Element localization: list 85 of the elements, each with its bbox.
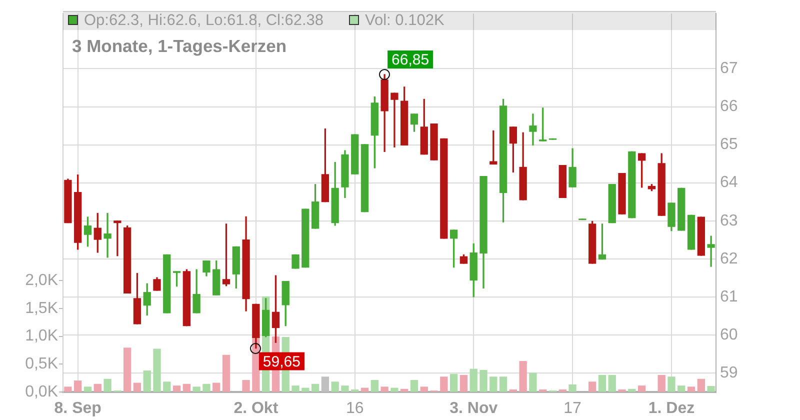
y2-tick-label: 2,0K [25,272,58,289]
y-tick-label: 65 [720,136,738,154]
bar [529,372,537,392]
x-tick-label: 8. Sep [54,400,102,418]
bar [697,378,705,392]
bar [133,382,142,392]
bar [490,376,498,392]
bar [638,386,646,392]
y-tick-label: 60 [720,326,738,344]
candlestick [390,92,398,148]
bar [222,354,230,392]
y-tick-label: 61 [720,288,738,306]
bar [212,382,220,392]
bar [321,376,330,392]
bar [499,376,508,392]
y-tick-label: 66 [720,98,738,116]
bar [480,370,488,392]
bar [84,386,92,392]
bar [360,388,369,392]
x-tick-label: 1. Dez [648,400,695,418]
y-tick-label: 59 [720,364,738,382]
bar [668,376,676,392]
bar [302,388,310,392]
y2-tick-label: 0,5K [25,356,58,373]
bar [143,370,151,392]
annotation: Op:62.3, Hi:62.6, Lo:61.8, Cl:62.38 [84,12,324,29]
bar [64,386,72,392]
bar [172,386,181,392]
bar [568,384,576,392]
bar [420,386,428,392]
bar [311,384,320,392]
bar [440,376,448,392]
y-tick-label: 64 [720,174,738,192]
y2-tick-label: 1,5K [25,300,58,317]
x-tick-label: 17 [564,400,582,418]
bar [598,374,606,392]
bar [153,348,161,392]
x-tick-label: 3. Nov [450,400,498,418]
y-tick-label: 67 [720,60,738,78]
bar [242,380,250,392]
bar [558,389,566,392]
bar [163,382,171,392]
candlestick [707,236,715,267]
y2-tick-label: 0,0K [25,383,58,400]
bar [341,386,349,392]
bar [202,384,210,392]
bar [450,374,458,392]
bar [678,386,686,392]
bar [519,361,527,392]
y-tick-label: 63 [720,212,738,230]
bar [192,386,200,392]
bar [74,380,82,392]
bar [410,380,418,392]
annotation: 66,85 [392,52,430,69]
x-tick-label: 2. Okt [234,400,279,418]
bar [509,389,518,392]
bar [687,386,696,392]
bar [351,389,359,392]
bar [618,389,626,392]
bar [331,382,339,392]
annotation: 59,65 [262,353,300,370]
bar [104,378,112,392]
text: 3 Monate, 1-Tages-Kerzen [72,36,287,57]
candlestick [104,212,112,258]
bar [400,388,408,392]
y-tick-label: 62 [720,250,738,268]
bar [539,389,547,392]
bar [470,368,478,392]
bar [588,382,596,392]
bar [370,380,378,392]
x-tick-label: 16 [346,400,364,418]
bar [380,386,388,392]
bar [123,348,132,392]
bar [608,374,616,392]
annotation: Vol: 0.102K [365,12,444,29]
bar [658,374,666,392]
candlestick [529,114,537,146]
bar [460,374,468,392]
bar [390,388,398,392]
bar [628,388,636,392]
bar [182,384,191,392]
bar [94,384,102,392]
bar [707,386,715,392]
y2-tick-label: 1,0K [25,328,58,345]
bar [292,386,300,392]
